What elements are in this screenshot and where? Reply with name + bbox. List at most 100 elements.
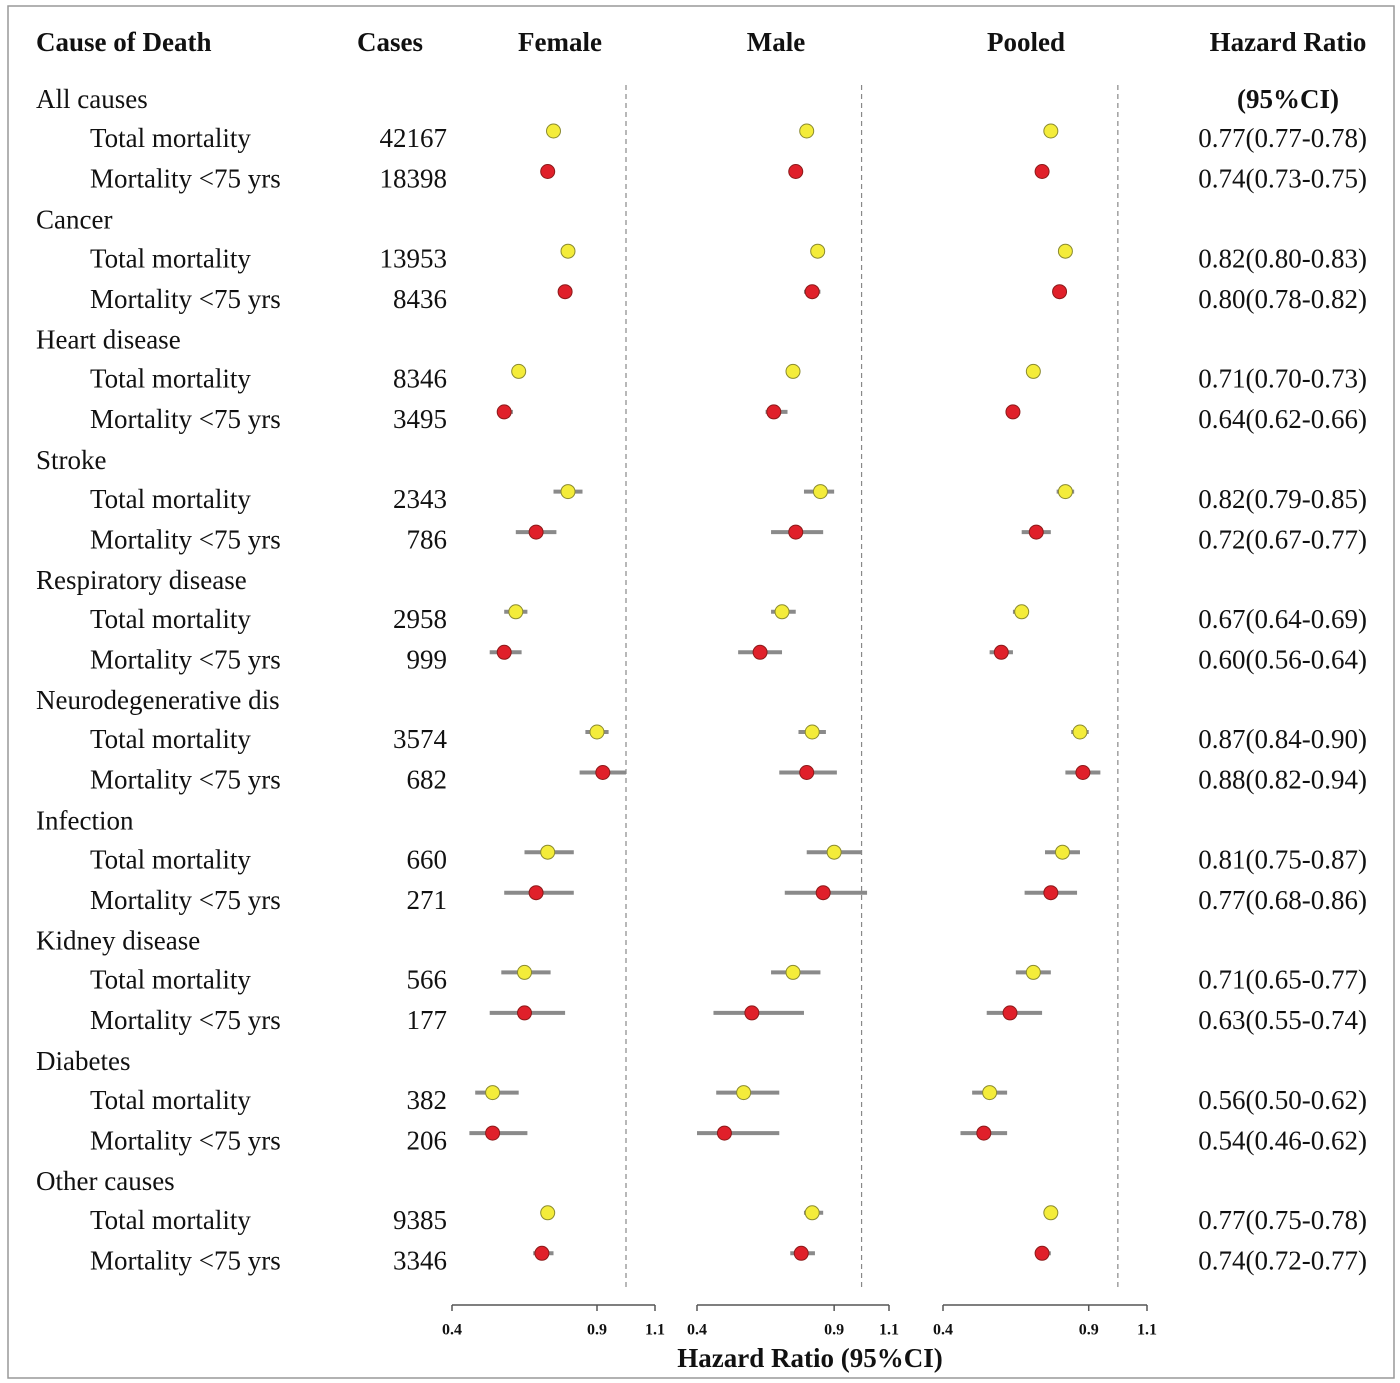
estimate-point <box>534 1245 550 1261</box>
cases: 682 <box>407 765 448 795</box>
estimate-point <box>1034 1245 1050 1261</box>
row-label: Mortality <75 yrs <box>90 1125 281 1155</box>
estimate-point <box>1025 964 1041 980</box>
row-label: Mortality <75 yrs <box>90 164 281 194</box>
cases: 660 <box>407 844 448 874</box>
estimate-point <box>1028 524 1044 540</box>
cases: 2343 <box>393 484 447 514</box>
estimate-point <box>1075 765 1091 780</box>
header-hr-sub: (95%CI) <box>1237 84 1339 114</box>
estimate-point <box>826 844 842 860</box>
row-label: Total mortality <box>90 844 251 874</box>
hr-label: 0.77(0.75-0.78) <box>1198 1205 1367 1235</box>
x-tick-label: 0.4 <box>933 1322 953 1339</box>
group-label: Neurodegenerative dis <box>36 685 280 715</box>
hr-label: 0.72(0.67-0.77) <box>1198 524 1367 554</box>
estimate-point <box>546 123 561 139</box>
estimate-point <box>766 404 782 420</box>
estimate-point <box>540 1205 556 1221</box>
row-label: Mortality <75 yrs <box>90 284 281 314</box>
cases: 8436 <box>393 284 447 314</box>
group-label: Infection <box>36 805 134 835</box>
estimate-point <box>804 284 820 300</box>
estimate-point <box>993 644 1009 660</box>
estimate-point <box>589 724 605 740</box>
estimate-point <box>1043 885 1059 901</box>
hr-label: 0.64(0.62-0.66) <box>1198 404 1367 434</box>
group-label: Stroke <box>36 445 107 475</box>
frame <box>7 5 1395 1379</box>
cases: 786 <box>407 524 448 554</box>
row-label: Mortality <75 yrs <box>90 885 281 915</box>
estimate-point <box>517 1005 532 1021</box>
estimate-point <box>1005 404 1021 420</box>
estimate-point <box>774 604 790 620</box>
estimate-point <box>528 885 544 901</box>
x-tick-label: 1.1 <box>1137 1322 1157 1339</box>
estimate-point <box>1054 844 1070 860</box>
row-label: Mortality <75 yrs <box>90 1246 281 1276</box>
estimate-point <box>810 243 826 259</box>
x-tick-label: 1.1 <box>879 1322 899 1339</box>
hr-label: 0.56(0.50-0.62) <box>1198 1085 1367 1115</box>
panel-title: Pooled <box>987 27 1065 57</box>
estimate-point <box>736 1085 752 1101</box>
estimate-point <box>752 644 768 660</box>
hr-label: 0.88(0.82-0.94) <box>1198 765 1367 795</box>
estimate-point <box>528 524 544 540</box>
estimate-point <box>812 484 828 500</box>
estimate-point <box>557 284 573 300</box>
estimate-point <box>1057 484 1073 500</box>
group-label: Diabetes <box>36 1046 130 1076</box>
estimate-point <box>560 484 576 500</box>
estimate-point <box>540 164 556 179</box>
row-label: Total mortality <box>90 724 251 754</box>
hr-label: 0.82(0.79-0.85) <box>1198 484 1367 514</box>
row-label: Total mortality <box>90 1205 251 1235</box>
estimate-point <box>485 1125 501 1141</box>
row-label: Mortality <75 yrs <box>90 1005 281 1035</box>
hr-label: 0.74(0.73-0.75) <box>1198 164 1367 194</box>
row-label: Total mortality <box>90 243 251 273</box>
x-axis-label: Hazard Ratio (95%CI) <box>677 1343 942 1373</box>
hr-label: 0.60(0.56-0.64) <box>1198 645 1367 675</box>
hr-label: 0.54(0.46-0.62) <box>1198 1125 1367 1155</box>
hr-label: 0.71(0.70-0.73) <box>1198 364 1367 394</box>
row-label: Mortality <75 yrs <box>90 404 281 434</box>
cases: 13953 <box>380 243 448 273</box>
group-label: Heart disease <box>36 325 181 355</box>
panel-title: Female <box>518 27 602 57</box>
group-label: Kidney disease <box>36 926 200 956</box>
hr-label: 0.67(0.64-0.69) <box>1198 604 1367 634</box>
estimate-point <box>1052 284 1068 300</box>
row-label: Mortality <75 yrs <box>90 765 281 795</box>
cases: 382 <box>407 1085 448 1115</box>
cases: 3574 <box>393 724 448 754</box>
estimate-point <box>496 644 512 660</box>
group-label: Cancer <box>36 204 112 234</box>
cases: 271 <box>407 885 448 915</box>
estimate-point <box>1014 604 1030 620</box>
estimate-point <box>1057 243 1073 259</box>
hr-label: 0.80(0.78-0.82) <box>1198 284 1367 314</box>
hr-label: 0.87(0.84-0.90) <box>1198 724 1367 754</box>
estimate-point <box>1025 363 1041 379</box>
cases: 566 <box>407 965 448 995</box>
cases: 18398 <box>380 164 448 194</box>
cases: 999 <box>407 645 448 675</box>
estimate-point <box>1043 1205 1059 1221</box>
x-tick-label: 1.1 <box>645 1322 665 1339</box>
estimate-point <box>785 964 801 980</box>
estimate-point <box>815 885 831 901</box>
cases: 206 <box>407 1125 448 1155</box>
x-tick-label: 0.9 <box>587 1322 607 1339</box>
cases: 9385 <box>393 1205 447 1235</box>
hr-label: 0.82(0.80-0.83) <box>1198 243 1367 273</box>
estimate-point <box>744 1005 760 1021</box>
row-label: Total mortality <box>90 604 251 634</box>
cases: 42167 <box>380 123 448 153</box>
estimate-point <box>788 524 804 540</box>
x-tick-label: 0.9 <box>1079 1322 1099 1339</box>
estimate-point <box>788 164 804 179</box>
estimate-point <box>785 363 801 379</box>
